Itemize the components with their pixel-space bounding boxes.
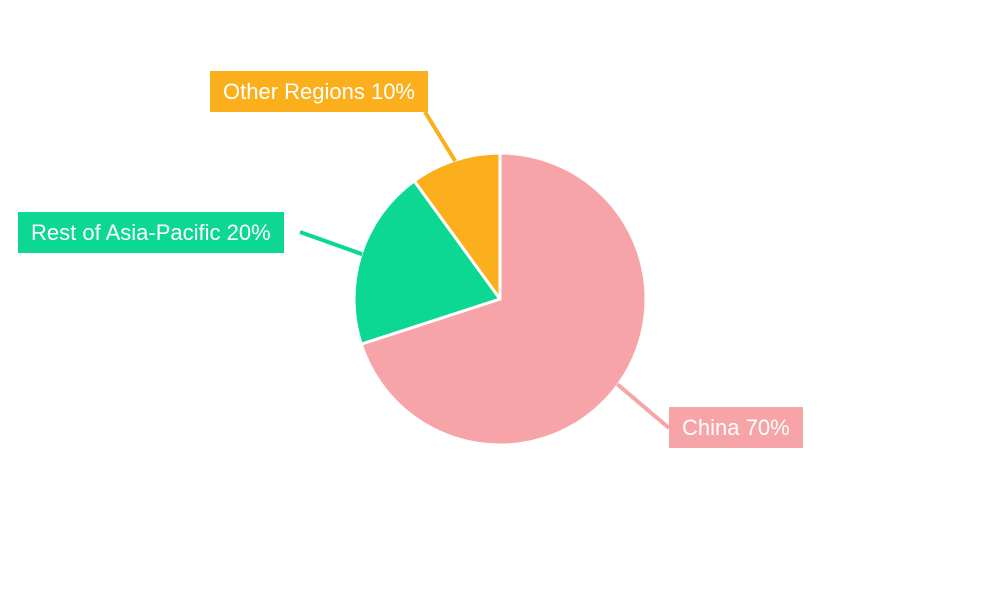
callout-label-china: China 70% [669,407,803,448]
callout-label-rest-of-asia-pacific: Rest of Asia-Pacific 20% [18,212,284,253]
callout-line-china [616,382,671,430]
callout-line-rest-of-asia-pacific [299,230,363,257]
callout-line-other-regions [423,110,457,163]
callout-label-other-regions: Other Regions 10% [210,71,428,112]
